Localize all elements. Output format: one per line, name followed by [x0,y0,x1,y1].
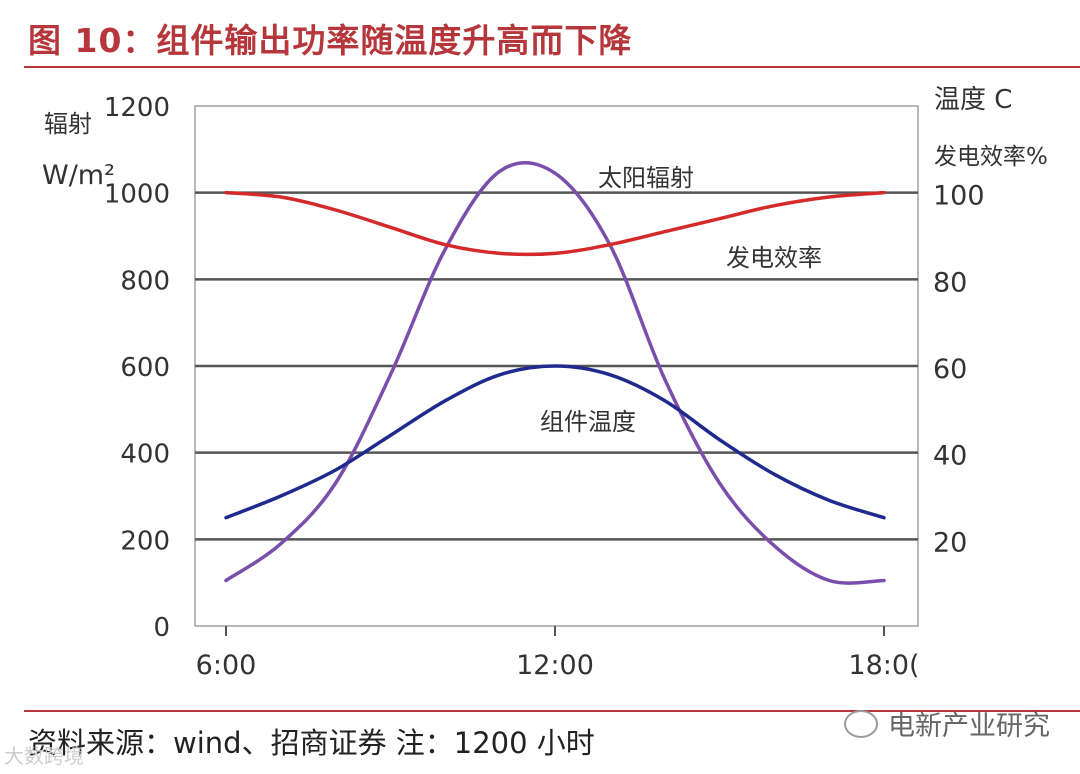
left-tick-label: 600 [120,353,170,383]
wechat-icon [844,710,878,738]
left-tick-label: 400 [120,440,170,470]
left-tick-label: 1000 [104,180,170,210]
left-axis-title: 辐射 [44,110,92,138]
brand-name: 电新产业研究 [888,711,1050,742]
series-label-0: 太阳辐射 [598,164,694,192]
right-axis-unit: 发电效率% [934,144,1048,170]
watermark: 大数跨境 [4,744,84,768]
right-tick-label: 20 [933,527,967,558]
left-tick-label: 800 [120,266,170,296]
series-label-2: 发电效率 [726,244,822,272]
source-note: 资料来源：wind、招商证券 注：1200 小时 [28,726,595,760]
right-tick-label: 60 [933,354,967,385]
brand-logo: 电新产业研究 [844,704,1050,743]
title-divider [24,66,1080,68]
x-tick-label: 18:0( [848,650,919,681]
footer-divider [24,710,1080,712]
right-tick-label: 100 [933,181,985,212]
x-tick-label: 6:00 [196,650,257,681]
series-label-1: 组件温度 [540,408,636,436]
left-tick-label: 1200 [104,93,170,123]
right-tick-label: 40 [933,441,967,472]
right-axis-title: 温度 C [934,85,1012,115]
right-tick-label: 80 [933,267,967,298]
left-tick-label: 0 [153,613,170,643]
left-axis-unit: W/m² [42,160,115,191]
x-tick-label: 12:00 [516,650,594,681]
left-tick-label: 200 [120,526,170,556]
chart-title: 图 10：组件输出功率随温度升高而下降 [28,21,633,60]
